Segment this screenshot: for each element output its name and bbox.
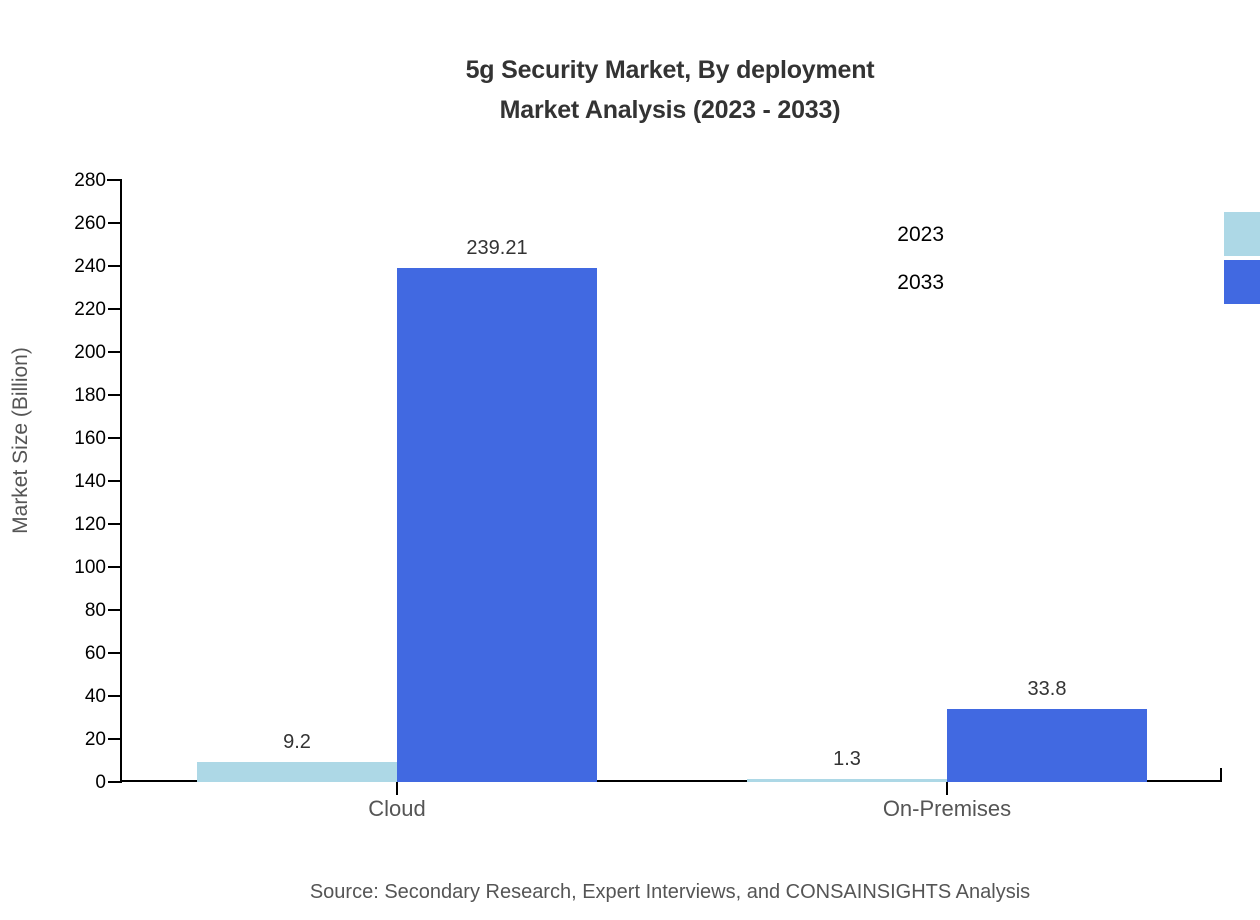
legend-color-swatch	[1224, 212, 1260, 256]
bar-value-label: 9.2	[283, 731, 311, 754]
y-axis-tick	[108, 437, 121, 439]
y-axis-tick	[108, 222, 121, 224]
x-axis-category-label: On-Premises	[882, 796, 1012, 821]
x-axis-tick	[946, 782, 948, 795]
y-axis-tick	[108, 738, 121, 740]
bar[interactable]	[397, 267, 597, 782]
y-axis-tick	[108, 566, 121, 568]
y-axis-title-text: Market Size (Billion)	[8, 346, 32, 534]
chart-title: 5g Security Market, By deployment Market…	[0, 50, 1260, 130]
bar-value-label: 33.8	[1027, 678, 1067, 701]
chart-title-line-2: Market Analysis (2023 - 2033)	[499, 96, 841, 124]
legend-item-label: 2033	[897, 271, 944, 294]
y-axis-tick	[108, 394, 121, 396]
y-axis-line	[120, 180, 123, 783]
x-axis-tick	[396, 782, 398, 795]
y-axis-tick	[108, 695, 121, 697]
legend-item-label: 2023	[897, 223, 944, 246]
y-axis-tick	[108, 652, 121, 654]
bar-value-label: 239.21	[466, 236, 528, 259]
y-axis-tick-label: 20	[84, 729, 106, 750]
y-axis-tick-label: 160	[74, 428, 106, 449]
y-axis-tick-label: 80	[84, 600, 106, 621]
y-axis-tick-label: 140	[74, 471, 106, 492]
chart-title-line-1: 5g Security Market, By deployment	[465, 56, 875, 84]
y-axis-tick-label: 60	[84, 643, 106, 664]
y-axis-tick	[108, 179, 121, 181]
y-axis-tick	[108, 308, 121, 310]
y-axis-tick-label: 120	[74, 514, 106, 535]
y-axis-tick-label: 100	[74, 557, 106, 578]
y-axis-tick-label: 200	[74, 342, 106, 363]
plot-area: 9.2 239.21 1.3 33.8	[122, 180, 1222, 782]
bar-value-label: 1.3	[833, 748, 861, 771]
y-axis-tick	[108, 609, 121, 611]
x-axis-right-cap	[1220, 768, 1223, 782]
y-axis-tick-label: 220	[74, 299, 106, 320]
legend-color-swatch	[1224, 260, 1260, 304]
y-axis-tick-label: 180	[74, 385, 106, 406]
bar[interactable]	[197, 762, 397, 782]
y-axis-tick-label: 240	[74, 256, 106, 277]
x-axis-category-label: Cloud	[368, 796, 426, 821]
y-axis-title: Market Size (Billion)	[0, 0, 40, 920]
bar[interactable]	[947, 709, 1147, 782]
y-axis-tick-label: 0	[95, 772, 106, 793]
y-axis-tick-label: 280	[74, 170, 106, 191]
y-axis-tick-label: 260	[74, 213, 106, 234]
y-axis-tick	[108, 351, 121, 353]
bar[interactable]	[747, 779, 947, 782]
source-note: Source: Secondary Research, Expert Inter…	[309, 881, 1031, 903]
x-axis-line	[120, 780, 1222, 783]
y-axis-tick	[108, 480, 121, 482]
y-axis-tick	[108, 781, 121, 783]
y-axis-tick	[108, 523, 121, 525]
y-axis-tick-label: 40	[84, 686, 106, 707]
y-axis-tick	[108, 265, 121, 267]
